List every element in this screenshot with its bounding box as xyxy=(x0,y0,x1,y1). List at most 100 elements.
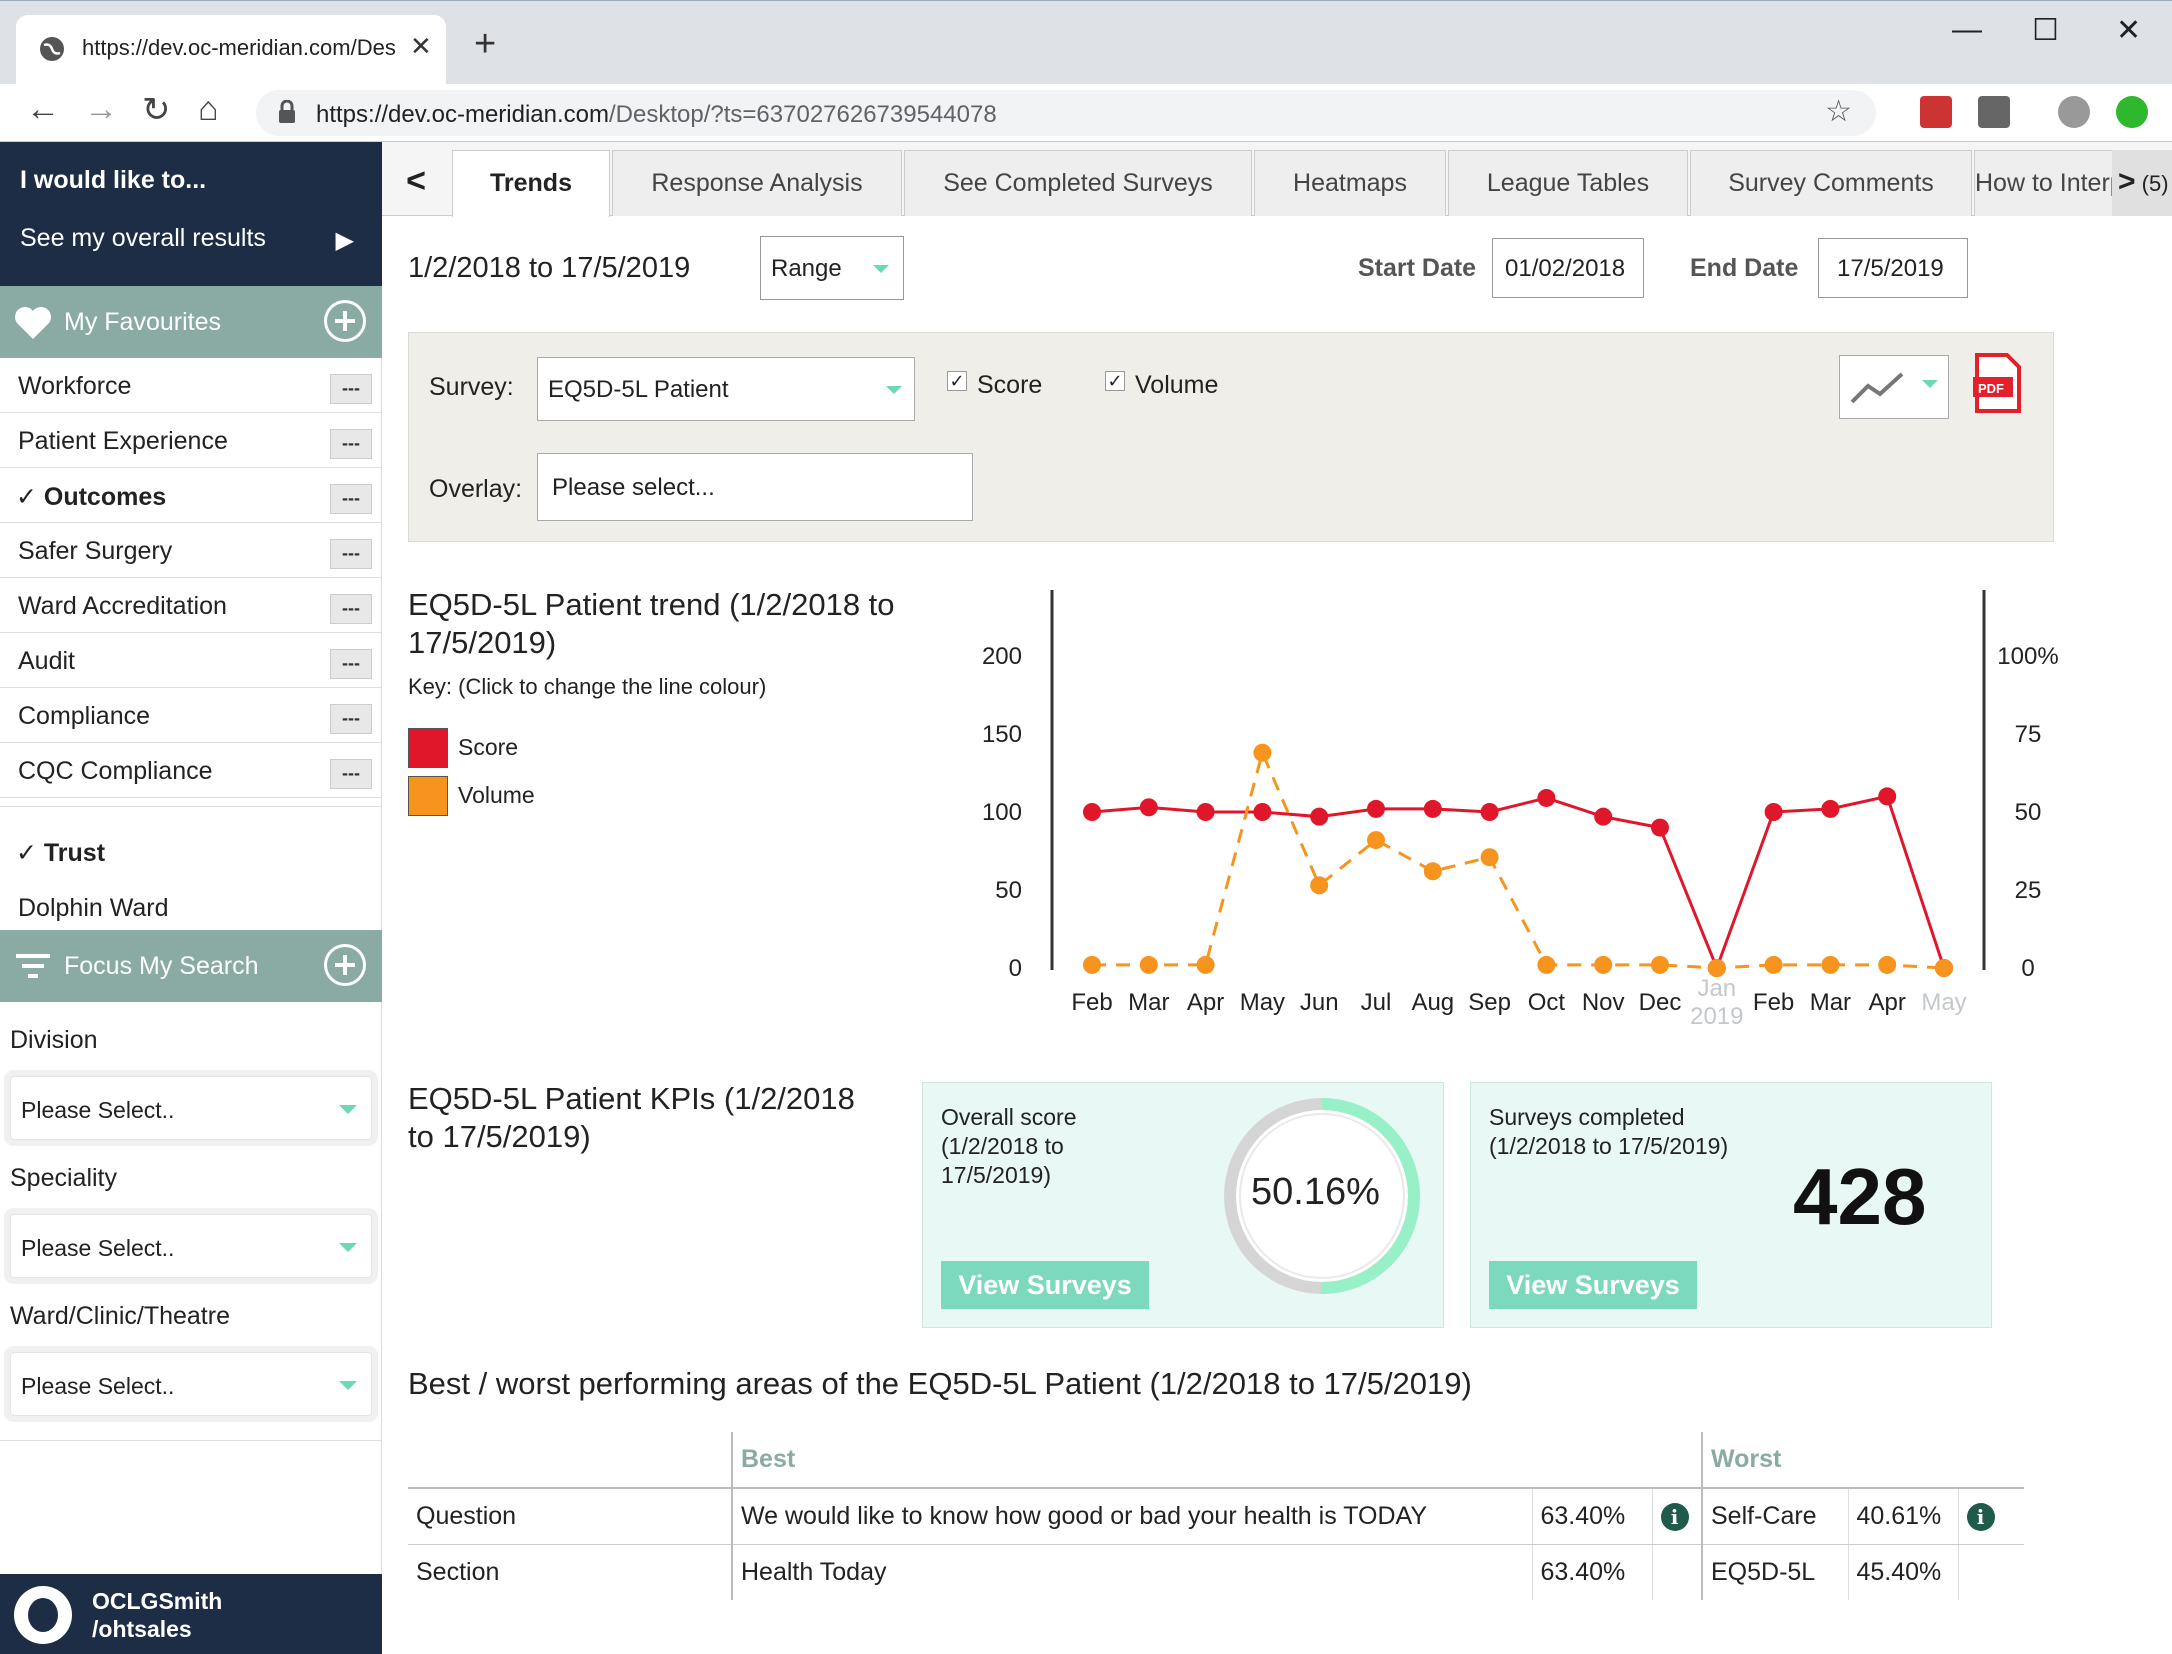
range-select[interactable]: Range xyxy=(760,236,904,300)
extension-icon[interactable] xyxy=(1978,96,2010,128)
tab-see-completed-surveys[interactable]: See Completed Surveys xyxy=(904,150,1252,216)
info-icon[interactable]: i xyxy=(1966,1502,1995,1531)
reload-icon[interactable]: ↻ xyxy=(142,91,171,129)
item-options-button[interactable]: --- xyxy=(330,649,372,679)
sidebar-item-label: Patient Experience xyxy=(18,427,228,455)
pdf-export-icon[interactable]: PDF xyxy=(1973,353,2023,415)
overlay-select[interactable]: Please select... xyxy=(537,453,973,521)
chart-type-select[interactable] xyxy=(1839,355,1949,419)
caret-right-icon[interactable]: ▶ xyxy=(335,227,354,254)
score-checkbox[interactable]: ✓ xyxy=(947,371,967,391)
sidebar-item-trust[interactable]: ✓ Trust xyxy=(0,824,382,878)
table-header-row: Best Worst xyxy=(408,1432,2024,1489)
back-arrow-icon[interactable]: ← xyxy=(26,90,60,128)
profile-avatar-icon[interactable] xyxy=(2058,96,2090,128)
close-window-button[interactable]: ✕ xyxy=(2116,14,2142,47)
sidebar: I would like to... See my overall result… xyxy=(0,142,382,1654)
tab-survey-comments[interactable]: Survey Comments xyxy=(1690,150,1972,216)
address-bar[interactable]: https://dev.oc-meridian.com/Desktop/?ts=… xyxy=(256,90,1876,136)
sidebar-item-favourite[interactable]: CQC Compliance --- xyxy=(0,743,382,797)
update-icon[interactable] xyxy=(2116,96,2148,128)
left-axis-tick-label: 0 xyxy=(1009,955,1022,982)
sidebar-item-favourite[interactable]: Safer Surgery --- xyxy=(0,523,382,577)
sidebar-item-favourite[interactable]: Audit --- xyxy=(0,633,382,687)
tab-trends[interactable]: Trends xyxy=(452,150,610,217)
end-date-input[interactable]: 17/5/2019 xyxy=(1818,238,1968,298)
x-axis-tick-label: Jun xyxy=(1300,989,1339,1016)
worst-info-cell xyxy=(1957,1544,2024,1600)
url-host: https://dev.oc-meridian.com xyxy=(316,101,610,128)
url-text: https://dev.oc-meridian.com/Desktop/?ts=… xyxy=(316,101,997,129)
home-icon[interactable]: ⌂ xyxy=(198,90,219,128)
item-options-button[interactable]: --- xyxy=(330,484,372,514)
add-favourite-icon[interactable] xyxy=(324,300,366,342)
data-point-score xyxy=(1764,803,1783,821)
sidebar-item-favourite[interactable]: ✓ Outcomes --- xyxy=(0,468,382,522)
legend-swatch-volume[interactable] xyxy=(408,776,448,816)
tab-heatmaps[interactable]: Heatmaps xyxy=(1254,150,1446,216)
add-filter-icon[interactable] xyxy=(324,944,366,986)
worst-percent: 40.61% xyxy=(1847,1488,1958,1545)
legend-swatch-score[interactable] xyxy=(408,728,448,768)
close-tab-icon[interactable]: ✕ xyxy=(410,31,432,61)
tab-league-tables[interactable]: League Tables xyxy=(1448,150,1688,216)
division-select-value: Please Select.. xyxy=(21,1097,175,1123)
x-axis-tick-label: May xyxy=(1240,989,1285,1016)
sidebar-item-ward[interactable]: Dolphin Ward xyxy=(0,880,382,934)
browser-tab[interactable]: https://dev.oc-meridian.com/Des ✕ xyxy=(16,15,446,85)
minimize-button[interactable]: — xyxy=(1952,13,1982,46)
line-chart-icon xyxy=(1850,372,1904,404)
x-axis-tick-label: Jan xyxy=(1697,975,1736,1002)
sidebar-item-label: Safer Surgery xyxy=(18,537,173,565)
item-options-button[interactable]: --- xyxy=(330,429,372,459)
survey-label: Survey: xyxy=(429,373,514,401)
sidebar-item-label: Compliance xyxy=(18,702,151,730)
address-bar-row: ← → ↻ ⌂ https://dev.oc-meridian.com/Desk… xyxy=(0,84,2172,142)
view-surveys-button[interactable]: View Surveys xyxy=(941,1261,1149,1309)
new-tab-button[interactable]: + xyxy=(474,23,497,65)
sidebar-item-favourite[interactable]: Patient Experience --- xyxy=(0,413,382,467)
item-options-button[interactable]: --- xyxy=(330,594,372,624)
data-point-score xyxy=(1196,803,1215,821)
start-date-input[interactable]: 01/02/2018 xyxy=(1492,238,1644,298)
data-point-volume xyxy=(1253,743,1272,762)
pdf-label: PDF xyxy=(1978,381,2004,396)
sidebar-item-favourite[interactable]: Compliance --- xyxy=(0,688,382,742)
tab-how-to-interpret[interactable]: How to Interpret xyxy=(1974,150,2124,216)
item-options-button[interactable]: --- xyxy=(330,539,372,569)
overall-score-value: 50.16% xyxy=(1251,1171,1380,1213)
sidebar-item-label: Audit xyxy=(18,647,75,675)
view-surveys-button[interactable]: View Surveys xyxy=(1489,1261,1697,1309)
item-options-button[interactable]: --- xyxy=(330,704,372,734)
series-line-score xyxy=(1091,794,1946,973)
forward-arrow-icon[interactable]: → xyxy=(84,90,118,128)
data-point-volume xyxy=(1196,955,1215,974)
see-overall-results-link[interactable]: See my overall results xyxy=(20,224,266,252)
trust-label: ✓ Trust xyxy=(16,839,106,867)
end-date-label: End Date xyxy=(1690,254,1799,282)
item-options-button[interactable]: --- xyxy=(330,759,372,789)
volume-checkbox[interactable]: ✓ xyxy=(1105,371,1125,391)
sidebar-heading: I would like to... xyxy=(20,166,207,194)
ward-clinic-label: Ward/Clinic/Theatre xyxy=(10,1302,230,1330)
divider xyxy=(0,412,382,413)
sidebar-item-favourite[interactable]: Ward Accreditation --- xyxy=(0,578,382,632)
tabs-prev-button[interactable]: < xyxy=(406,162,426,200)
worst-area: EQ5D-5L xyxy=(1701,1544,1848,1600)
speciality-select[interactable]: Please Select.. xyxy=(10,1214,372,1278)
survey-select[interactable]: EQ5D-5L Patient xyxy=(537,357,915,421)
sidebar-item-favourite[interactable]: Workforce --- xyxy=(0,358,382,412)
ward-clinic-select-value: Please Select.. xyxy=(21,1373,175,1399)
division-select[interactable]: Please Select.. xyxy=(10,1076,372,1140)
bookmark-star-icon[interactable]: ☆ xyxy=(1825,95,1852,128)
tab-response-analysis[interactable]: Response Analysis xyxy=(612,150,902,216)
left-axis-tick-label: 100 xyxy=(982,799,1022,826)
right-axis-tick-label: 0 xyxy=(2021,955,2034,982)
left-axis-tick-label: 50 xyxy=(995,877,1022,904)
pdf-extension-icon[interactable] xyxy=(1920,96,1952,128)
ward-clinic-select[interactable]: Please Select.. xyxy=(10,1352,372,1416)
item-options-button[interactable]: --- xyxy=(330,374,372,404)
info-icon[interactable]: i xyxy=(1660,1502,1689,1531)
tabs-next-button[interactable]: > (5) xyxy=(2112,150,2172,216)
maximize-button[interactable]: ☐ xyxy=(2032,14,2059,47)
